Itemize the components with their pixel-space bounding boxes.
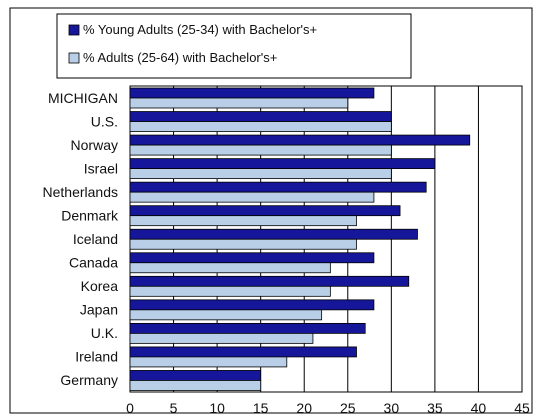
category-label: U.S. <box>91 113 118 129</box>
bar-netherlands-series-1 <box>129 181 427 193</box>
bar-denmark-series-1 <box>129 205 401 217</box>
category-label: MICHIGAN <box>48 90 118 106</box>
legend-swatch-series-1 <box>68 24 80 36</box>
category-label: Iceland <box>73 231 118 247</box>
bar-iceland-series-2 <box>129 238 357 250</box>
category-label: Norway <box>71 137 118 153</box>
bar-korea-series-2 <box>129 285 331 297</box>
category-label: Netherlands <box>43 184 119 200</box>
bar-canada-series-1 <box>129 252 375 264</box>
x-tick-label: 40 <box>471 400 487 416</box>
x-tick-label: 20 <box>296 400 312 416</box>
legend-label-series-2: % Adults (25-64) with Bachelor's+ <box>83 50 277 65</box>
bar-u-k--series-2 <box>129 332 314 344</box>
category-label: Japan <box>80 302 118 318</box>
x-tick-label: 15 <box>253 400 269 416</box>
bar-ireland-series-2 <box>129 356 288 368</box>
category-label: Israel <box>84 160 118 176</box>
bar-canada-series-2 <box>129 262 331 274</box>
x-tick-label: 35 <box>427 400 443 416</box>
category-labels: MICHIGAN U.S. Norway Israel Netherlands Denma… <box>43 90 119 388</box>
bar-u-k--series-1 <box>129 322 366 334</box>
bar-ireland-series-1 <box>129 346 357 358</box>
category-label: Canada <box>69 255 118 271</box>
bar-korea-series-1 <box>129 275 410 287</box>
bar-israel-series-1 <box>129 158 436 170</box>
bar-michigan-series-1 <box>129 87 375 99</box>
legend-label-series-1: % Young Adults (25-34) with Bachelor's+ <box>83 22 317 37</box>
bar-netherlands-series-2 <box>129 191 375 203</box>
category-label: Denmark <box>61 207 119 223</box>
bar-norway-series-2 <box>129 144 392 156</box>
bar-germany-series-2 <box>129 380 262 391</box>
x-tick-label: 30 <box>384 400 400 416</box>
bar-u-s--series-2 <box>129 121 392 132</box>
category-label: Korea <box>81 278 119 294</box>
category-label: Germany <box>60 372 118 388</box>
x-tick-label: 0 <box>126 400 134 416</box>
bar-denmark-series-2 <box>129 215 357 227</box>
bar-japan-series-2 <box>129 309 323 321</box>
x-tick-labels: 0 5 10 15 20 25 30 35 40 45 <box>126 400 530 416</box>
bar-iceland-series-1 <box>129 228 418 240</box>
x-tick-label: 10 <box>209 400 225 416</box>
category-label: Ireland <box>75 349 118 365</box>
bar-germany-series-1 <box>129 370 262 381</box>
bar-michigan-series-2 <box>129 97 349 109</box>
bars <box>129 87 471 391</box>
x-tick-label: 45 <box>514 400 530 416</box>
x-tick-label: 25 <box>340 400 356 416</box>
category-label: U.K. <box>91 325 118 341</box>
bar-norway-series-1 <box>129 134 471 146</box>
x-tick-label: 5 <box>170 400 178 416</box>
legend: % Young Adults (25-34) with Bachelor's+%… <box>56 13 412 79</box>
legend-swatch-series-2 <box>68 52 80 64</box>
bar-japan-series-1 <box>129 299 375 311</box>
bar-israel-series-2 <box>129 168 392 180</box>
legend-box <box>56 13 412 79</box>
bar-u-s--series-1 <box>129 111 392 122</box>
